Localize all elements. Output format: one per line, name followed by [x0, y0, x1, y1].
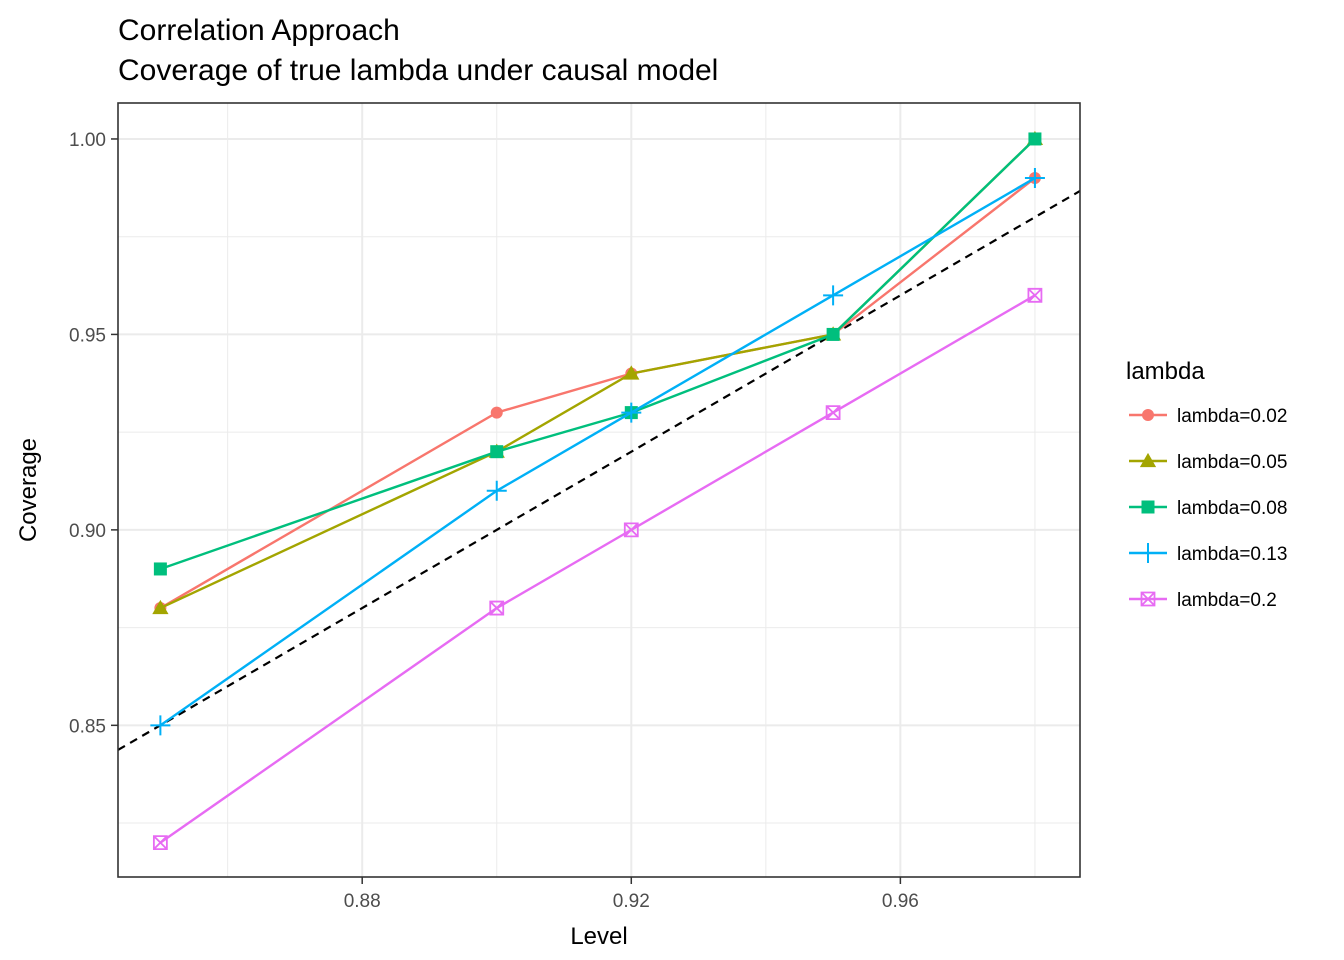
data-point	[152, 835, 168, 850]
data-point	[1028, 132, 1042, 146]
legend-key-marker	[1141, 500, 1155, 514]
x-axis: 0.88 0.92 0.96	[344, 877, 919, 912]
series-4	[150, 168, 1045, 736]
y-tick-label: 0.85	[69, 716, 106, 737]
series-3	[153, 132, 1042, 576]
data-point	[1024, 168, 1045, 189]
legend-item: lambda=0.05	[1129, 452, 1287, 473]
data-point	[823, 285, 844, 306]
series-line	[159, 138, 1036, 610]
series-line	[159, 177, 1036, 727]
data-point	[826, 327, 840, 341]
legend-item: lambda=0.08	[1129, 498, 1287, 519]
chart-subtitle: Coverage of true lambda under causal mod…	[118, 54, 718, 87]
legend-label: lambda=0.08	[1177, 498, 1287, 519]
data-point	[623, 522, 639, 538]
legend-key-marker	[1142, 409, 1154, 421]
legend-key-marker	[1140, 591, 1156, 607]
y-axis-title: Coverage	[15, 438, 42, 542]
data-point	[153, 562, 167, 576]
plot-border	[117, 102, 1081, 878]
legend-label: lambda=0.02	[1177, 406, 1287, 427]
legend-label: lambda=0.05	[1177, 452, 1287, 473]
series-layer	[150, 130, 1045, 850]
legend-label: lambda=0.13	[1177, 544, 1287, 565]
data-point	[623, 365, 640, 380]
y-tick-label: 1.00	[69, 130, 106, 151]
x-axis-title: Level	[570, 923, 627, 950]
x-tick-label: 0.92	[613, 891, 650, 912]
legend-title: lambda	[1126, 358, 1205, 385]
legend-label: lambda=0.2	[1177, 590, 1277, 611]
y-axis: 0.85 0.90 0.95 1.00	[69, 130, 118, 737]
x-tick-label: 0.96	[882, 891, 919, 912]
grid	[118, 103, 1080, 877]
legend-item: lambda=0.02	[1129, 406, 1287, 427]
legend-key-marker	[1139, 452, 1157, 468]
reference-line-layer	[118, 190, 1080, 751]
data-point	[1027, 287, 1043, 303]
data-point	[150, 715, 171, 736]
x-tick-label: 0.88	[344, 891, 381, 912]
legend: lambda=0.02 lambda=0.05 lambda=0.08 lambda=…	[1129, 406, 1287, 611]
legend-item: lambda=0.13	[1129, 543, 1287, 565]
legend-key-marker	[1138, 543, 1158, 563]
series-5	[152, 287, 1043, 850]
series-line	[159, 294, 1036, 844]
legend-item: lambda=0.2	[1129, 590, 1277, 611]
series-line	[159, 138, 1036, 571]
data-point	[489, 600, 505, 616]
data-point	[490, 445, 504, 459]
series-2	[152, 130, 1044, 615]
data-point	[621, 402, 642, 423]
y-tick-label: 0.90	[69, 521, 106, 542]
y-tick-label: 0.95	[69, 325, 106, 346]
identity-reference-line	[118, 190, 1080, 751]
data-point	[152, 599, 169, 615]
data-point	[486, 480, 507, 501]
chart-title: Correlation Approach	[118, 14, 400, 47]
data-point	[490, 406, 503, 419]
data-point	[825, 405, 841, 420]
